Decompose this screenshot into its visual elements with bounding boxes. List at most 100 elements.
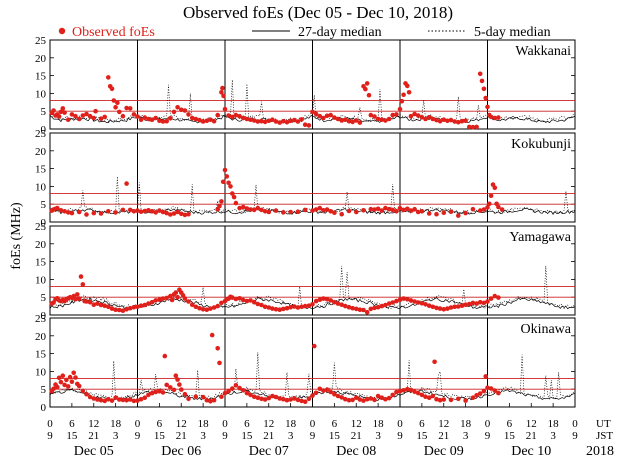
legend-median27-label: 27-day median [298,25,382,40]
observed-point [277,120,283,125]
observed-point [452,304,458,310]
observed-point [168,212,173,217]
observed-point [295,397,301,403]
observed-point [91,396,97,401]
observed-point [117,397,122,402]
observed-point [146,301,151,306]
observed-point [73,113,78,119]
observed-point [248,207,253,212]
y-tick-label: 20 [35,146,47,158]
observed-point [368,206,374,212]
y-tick-label: 0 [41,310,47,322]
observed-point [173,373,179,379]
observed-point [209,332,215,338]
observed-point [273,119,279,124]
observed-point [240,115,246,121]
observed-point [335,393,341,399]
observed-point [339,118,345,123]
observed-point [80,388,86,394]
observed-point [80,282,86,287]
station-label: Wakkanai [515,44,571,59]
observed-point [313,111,319,117]
observed-point [437,306,443,311]
observed-point [127,397,133,402]
observed-point [375,206,381,212]
observed-point [193,304,199,310]
observed-point [117,109,122,115]
observed-point [251,118,257,123]
observed-point [251,299,257,305]
observed-point [343,303,348,309]
observed-point [255,205,261,211]
station-label: Kokubunji [511,137,571,152]
observed-point [251,394,257,400]
station-label: Yamagawa [509,230,571,245]
observed-point [405,83,410,89]
observed-point [211,118,217,124]
observed-point [485,299,490,304]
observed-point [168,385,173,390]
observed-point [273,394,279,400]
observed-point [357,397,363,402]
observed-point [221,93,226,99]
observed-point [237,296,242,301]
observed-point [281,210,286,215]
jst-tick-label: 21 [351,430,362,442]
ut-tick-label: 6 [69,418,75,430]
jst-tick-label: 21 [263,430,274,442]
observed-point [259,207,264,213]
observed-point [477,71,483,77]
ut-tick-label: 18 [548,418,560,430]
date-label: Dec 07 [249,444,289,457]
observed-point [266,305,272,310]
y-tick-label: 25 [35,221,47,233]
observed-point [321,208,326,213]
observed-point [499,207,505,212]
observed-point [51,386,56,392]
observed-point [237,205,242,211]
observed-point [281,396,286,402]
observed-point [240,388,246,393]
observed-point [383,205,388,211]
observed-point [168,116,173,121]
observed-point [217,360,222,366]
observed-point [321,388,326,393]
observed-point [430,116,436,122]
observed-point [164,295,169,301]
observed-point [211,305,217,310]
ut-tick-label: 18 [373,418,385,430]
observed-point [259,396,264,402]
observed-point [186,299,191,304]
observed-point [496,295,501,300]
observed-point [248,117,253,122]
observed-point [175,105,180,110]
observed-point [335,301,341,306]
observed-point [456,213,461,218]
observed-point [310,109,315,115]
observed-point [350,305,355,311]
observed-point [120,207,126,213]
observed-point [379,117,385,122]
observed-point [200,119,206,124]
observed-point [284,397,290,403]
observed-point [222,106,228,112]
observed-point [332,391,337,397]
observed-point [474,124,479,130]
y-tick-label: 20 [35,331,47,343]
observed-point [146,392,151,398]
observed-point [423,116,428,122]
jst-tick-label: 3 [375,430,381,442]
observed-point [332,210,337,215]
observed-point [292,304,297,309]
ut-tick-label: 12 [176,418,187,430]
observed-point [295,209,301,214]
observed-point [456,119,461,125]
observed-point [302,122,308,127]
jst-tick-label: 15 [416,430,428,442]
observed-point [127,305,133,311]
observed-point [87,113,93,119]
observed-point [266,118,272,124]
observed-point [317,205,323,211]
station-label: Okinawa [520,322,571,337]
observed-point [412,299,417,304]
